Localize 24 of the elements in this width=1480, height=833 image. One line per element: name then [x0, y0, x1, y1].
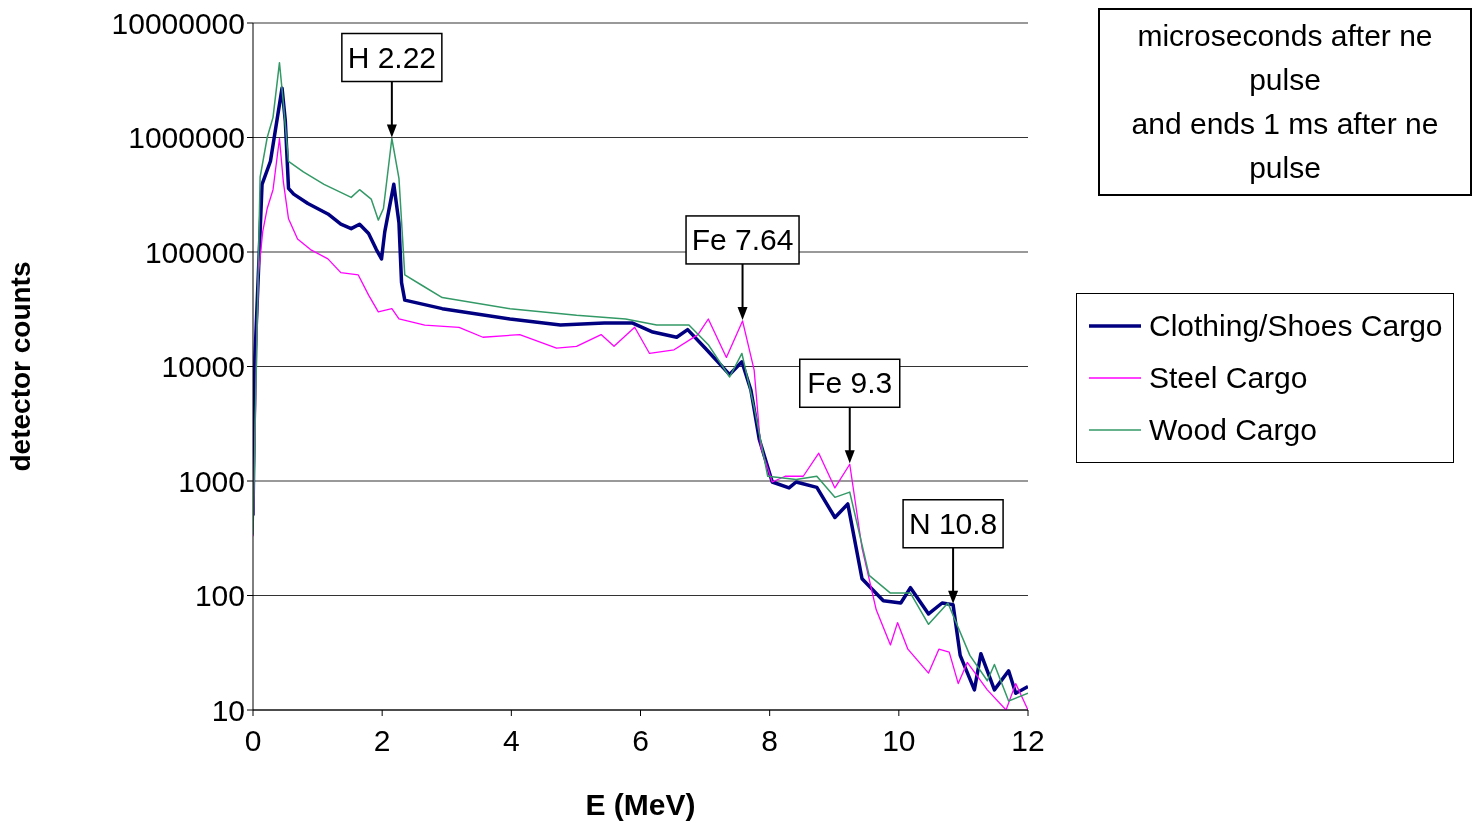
x-tick-label: 2	[373, 724, 391, 758]
y-tick-label: 10	[211, 693, 245, 727]
x-tick-label: 6	[632, 724, 649, 758]
text: microseconds after ne pulse and ends 1 ms after ne pulse	[1098, 8, 1472, 196]
y-tick-label: 10000000	[111, 6, 245, 40]
annotation: N 10.8	[908, 506, 998, 540]
y-tick-label: 100	[194, 579, 245, 613]
annotation: Fe 7.64	[691, 222, 794, 256]
x-axis-title: E (MeV)	[585, 788, 696, 821]
y-tick-label: 100000	[144, 235, 245, 269]
legend-label: Steel Cargo	[1149, 361, 1308, 395]
y-tick-label: 1000000	[128, 121, 245, 155]
y-tick-label: 10000	[161, 350, 245, 384]
x-tick-label: 10	[882, 724, 916, 758]
y-tick-label: 1000	[178, 464, 245, 498]
annotation: Fe 9.3	[807, 366, 893, 400]
x-tick-label: 12	[1011, 724, 1045, 758]
x-tick-label: 4	[502, 724, 520, 758]
y-axis-title: detector counts	[4, 261, 36, 472]
legend-label: Clothing/Shoes Cargo	[1149, 309, 1443, 343]
legend-label: Wood Cargo	[1149, 413, 1317, 447]
annotation: H 2.22	[347, 40, 437, 74]
x-tick-label: 0	[244, 724, 262, 758]
x-tick-label: 8	[761, 724, 779, 758]
